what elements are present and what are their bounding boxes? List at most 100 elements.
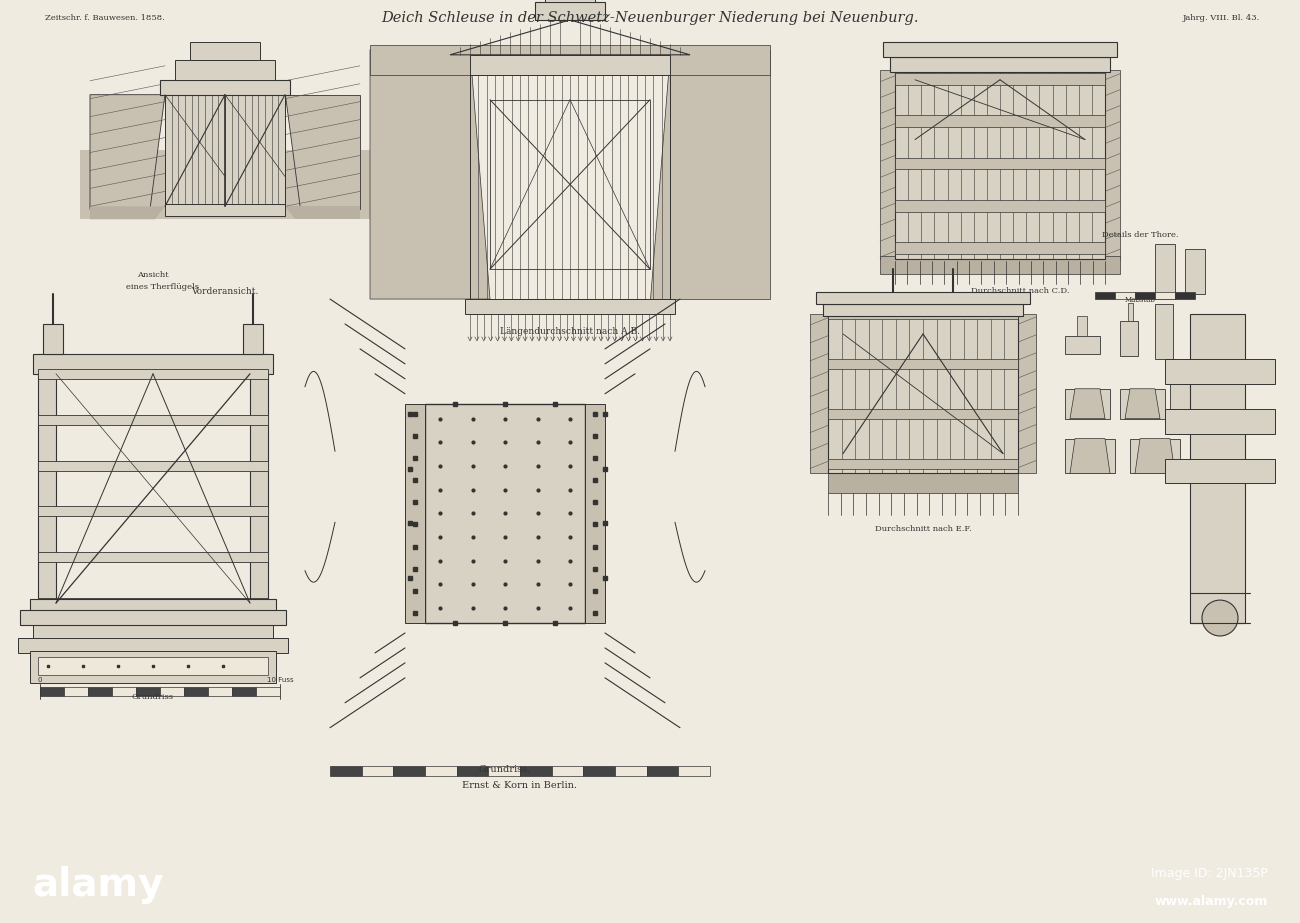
Bar	[880, 257, 1121, 274]
Bar	[816, 292, 1030, 304]
Bar	[38, 461, 268, 471]
Polygon shape	[1070, 389, 1105, 419]
Circle shape	[1202, 600, 1238, 636]
Bar	[828, 473, 1018, 494]
Bar	[471, 54, 670, 75]
Text: Details der Thore.: Details der Thore.	[1102, 232, 1178, 239]
Bar	[585, 403, 604, 623]
Bar	[208, 687, 231, 696]
Bar	[38, 354, 56, 603]
Bar	[406, 403, 425, 623]
Polygon shape	[285, 207, 360, 220]
Bar	[489, 765, 520, 775]
Bar	[136, 687, 160, 696]
Polygon shape	[1124, 389, 1160, 419]
Bar	[584, 765, 615, 775]
Polygon shape	[370, 50, 490, 299]
Bar	[40, 687, 64, 696]
Bar	[880, 70, 900, 259]
Bar	[243, 324, 263, 354]
Bar	[1100, 70, 1121, 259]
Text: Ernst & Korn in Berlin.: Ernst & Korn in Berlin.	[463, 781, 577, 789]
Bar	[894, 115, 1105, 127]
Bar	[394, 765, 425, 775]
Bar	[38, 369, 268, 378]
Bar	[1135, 292, 1154, 299]
Bar	[160, 687, 185, 696]
Bar	[1154, 304, 1173, 359]
Text: alamy: alamy	[32, 866, 164, 905]
Polygon shape	[81, 150, 370, 220]
Bar	[256, 687, 280, 696]
Text: Durchschnitt nach C.D.: Durchschnitt nach C.D.	[971, 287, 1069, 295]
Bar	[38, 598, 268, 608]
Polygon shape	[285, 95, 360, 210]
Bar	[894, 70, 1105, 259]
Bar	[828, 309, 1018, 319]
Bar	[810, 314, 828, 473]
Bar	[1065, 389, 1110, 419]
Bar	[471, 75, 670, 299]
Text: Vorderansicht.: Vorderansicht.	[191, 287, 259, 296]
Text: Maßstab: Maßstab	[1124, 296, 1156, 304]
Bar	[38, 414, 268, 425]
Bar	[250, 354, 268, 603]
Bar	[370, 45, 770, 75]
Text: www.alamy.com: www.alamy.com	[1154, 895, 1268, 908]
Text: Image ID: 2JN135P: Image ID: 2JN135P	[1150, 868, 1268, 881]
Bar	[894, 73, 1105, 85]
Bar	[828, 409, 1018, 419]
Bar	[1165, 459, 1275, 484]
Bar	[425, 765, 456, 775]
Bar	[456, 765, 489, 775]
Bar	[43, 324, 62, 354]
Bar	[536, 2, 605, 20]
Text: Ansicht: Ansicht	[138, 271, 169, 279]
Bar	[20, 610, 286, 625]
Text: Durchschnitt nach E.F.: Durchschnitt nach E.F.	[875, 525, 971, 533]
Bar	[32, 624, 273, 639]
Bar	[32, 354, 273, 374]
Polygon shape	[90, 95, 165, 210]
Bar	[615, 765, 646, 775]
Bar	[1121, 321, 1138, 356]
Bar	[894, 158, 1105, 170]
Bar	[38, 552, 268, 562]
Bar	[18, 638, 289, 653]
Bar	[330, 765, 361, 775]
Text: Grundriss.: Grundriss.	[478, 764, 532, 773]
Polygon shape	[1135, 438, 1175, 473]
Bar	[1154, 245, 1175, 299]
Bar	[88, 687, 112, 696]
Bar	[894, 242, 1105, 254]
Bar	[361, 765, 394, 775]
Bar	[160, 79, 290, 95]
Bar	[894, 200, 1105, 212]
Text: Deich Schleuse in der Schwetz-Neuenburger Niederung bei Neuenburg.: Deich Schleuse in der Schwetz-Neuenburge…	[381, 11, 919, 25]
Bar	[1065, 438, 1115, 473]
Bar	[1165, 409, 1275, 434]
Text: eines Therflügels: eines Therflügels	[126, 283, 199, 291]
Bar	[828, 459, 1018, 469]
Bar	[1095, 292, 1115, 299]
Bar	[231, 687, 256, 696]
Bar	[1130, 438, 1180, 473]
Bar	[30, 651, 276, 683]
Bar	[1121, 389, 1165, 419]
Bar	[1128, 303, 1134, 321]
Bar	[30, 599, 276, 613]
Bar	[38, 507, 268, 516]
Bar	[1190, 314, 1245, 623]
Bar	[425, 403, 585, 623]
Bar	[551, 765, 584, 775]
Bar	[1186, 249, 1205, 294]
Bar	[38, 657, 268, 675]
Bar	[1165, 359, 1275, 384]
Bar	[1018, 314, 1036, 473]
Polygon shape	[90, 207, 165, 220]
Bar	[176, 60, 276, 79]
Bar	[1065, 336, 1100, 354]
Bar	[1076, 316, 1087, 336]
Bar	[112, 687, 136, 696]
Bar	[165, 95, 285, 207]
